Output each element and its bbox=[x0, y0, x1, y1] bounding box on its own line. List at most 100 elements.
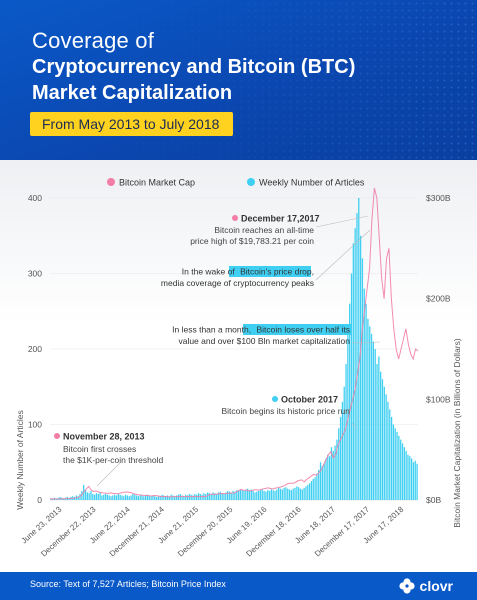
y-left-ticks: 0 100 200 300 400 bbox=[28, 193, 42, 505]
articles-bar bbox=[139, 494, 141, 500]
articles-bar bbox=[121, 495, 123, 500]
articles-bar bbox=[146, 494, 149, 500]
articles-bar bbox=[387, 401, 389, 500]
articles-bar bbox=[303, 487, 305, 500]
articles-bar bbox=[252, 490, 254, 500]
articles-bar bbox=[126, 495, 129, 500]
articles-bar bbox=[210, 493, 212, 500]
articles-bar bbox=[79, 493, 81, 500]
articles-bar bbox=[265, 491, 267, 500]
articles-bar bbox=[403, 447, 405, 500]
title-line-3: Market Capitalization bbox=[32, 82, 233, 104]
articles-bar bbox=[349, 303, 351, 500]
articles-bar bbox=[281, 489, 283, 500]
articles-bar bbox=[181, 495, 183, 500]
articles-bar bbox=[358, 198, 360, 500]
articles-bar bbox=[416, 463, 418, 500]
articles-bar bbox=[361, 258, 364, 500]
articles-bar bbox=[104, 493, 107, 500]
articles-bar bbox=[128, 496, 130, 501]
articles-bar bbox=[339, 416, 342, 500]
articles-bar bbox=[332, 450, 334, 501]
articles-bar bbox=[212, 492, 214, 500]
articles-bar bbox=[185, 494, 187, 500]
legend-label-market-cap: Bitcoin Market Cap bbox=[119, 178, 195, 188]
legend: Bitcoin Market Cap Weekly Number of Arti… bbox=[107, 178, 365, 188]
leader-half-value bbox=[351, 341, 381, 344]
articles-bar bbox=[216, 493, 218, 500]
articles-bar bbox=[123, 496, 125, 501]
annotation-half-value: In less than a month, Bitcoin loses over… bbox=[172, 324, 351, 346]
annotation-line: price high of $19,783.21 per coin bbox=[190, 236, 314, 246]
articles-bar bbox=[400, 439, 402, 500]
articles-bar bbox=[409, 456, 411, 500]
articles-bar bbox=[119, 494, 121, 500]
y-axis-right-label: Bitcoin Market Capitalization (in Billio… bbox=[452, 338, 462, 528]
articles-bar bbox=[330, 447, 333, 500]
articles-bar bbox=[243, 490, 245, 500]
articles-bar bbox=[401, 443, 404, 501]
articles-bar bbox=[155, 496, 158, 500]
annotation-line: the $1K-per-coin threshold bbox=[63, 455, 163, 465]
articles-bar bbox=[94, 494, 96, 500]
articles-bar bbox=[99, 492, 101, 500]
articles-bar bbox=[329, 456, 331, 500]
articles-bar bbox=[392, 424, 395, 500]
articles-bar bbox=[254, 492, 256, 500]
articles-bar bbox=[201, 494, 203, 500]
articles-bar bbox=[183, 496, 185, 501]
articles-bar bbox=[347, 333, 349, 500]
articles-bar bbox=[84, 489, 87, 500]
articles-bar bbox=[350, 273, 353, 500]
articles-bar bbox=[341, 401, 344, 500]
articles-bar bbox=[230, 492, 232, 500]
articles-bar bbox=[92, 493, 94, 500]
articles-bar bbox=[352, 243, 354, 501]
market-cap-line bbox=[49, 187, 419, 500]
footer-bar: Source: Text of 7,527 Articles; Bitcoin … bbox=[0, 572, 477, 600]
articles-bar bbox=[190, 494, 192, 500]
articles-bar bbox=[221, 493, 223, 500]
annotation-marker bbox=[232, 215, 238, 221]
articles-bar bbox=[327, 454, 329, 500]
articles-bar bbox=[205, 493, 207, 500]
articles-bar bbox=[174, 496, 176, 501]
articles-bar bbox=[256, 491, 258, 500]
articles-bar bbox=[257, 490, 260, 500]
articles-bar bbox=[383, 386, 385, 500]
articles-bar bbox=[319, 462, 322, 500]
articles-bar bbox=[369, 326, 371, 500]
articles-bar bbox=[101, 495, 103, 500]
articles-bar bbox=[250, 489, 252, 500]
articles-bar bbox=[354, 228, 356, 500]
articles-bar bbox=[287, 488, 289, 500]
articles-bar bbox=[398, 435, 400, 500]
articles-bar bbox=[310, 481, 313, 501]
articles-bar bbox=[381, 379, 384, 500]
articles-bar bbox=[278, 487, 280, 500]
articles-bar bbox=[314, 477, 316, 500]
articles-bar bbox=[130, 495, 132, 500]
articles-bar bbox=[157, 495, 160, 500]
articles-bar bbox=[394, 428, 396, 500]
articles-bar bbox=[343, 386, 345, 500]
articles-bar bbox=[385, 394, 387, 500]
articles-bar bbox=[318, 469, 320, 500]
annotation-line: Bitcoin first crosses bbox=[63, 444, 136, 454]
annotation-line: In the wake of Bitcoin's price drop, bbox=[182, 267, 314, 277]
articles-bar bbox=[237, 490, 240, 500]
articles-bar bbox=[165, 496, 167, 501]
articles-bar bbox=[396, 432, 398, 500]
articles-bar bbox=[137, 496, 139, 501]
articles-bar bbox=[172, 495, 174, 500]
y-right-tick-label: $0B bbox=[426, 495, 441, 505]
articles-bar bbox=[117, 493, 119, 500]
articles-bar bbox=[316, 473, 318, 500]
annotation-pre: In less than a month, bbox=[172, 325, 251, 335]
annotation-post: , bbox=[312, 267, 314, 277]
articles-bar bbox=[152, 495, 154, 500]
articles-bar bbox=[372, 341, 375, 500]
articles-bar bbox=[106, 494, 109, 500]
articles-bar bbox=[296, 486, 298, 500]
articles-bar bbox=[232, 490, 234, 500]
